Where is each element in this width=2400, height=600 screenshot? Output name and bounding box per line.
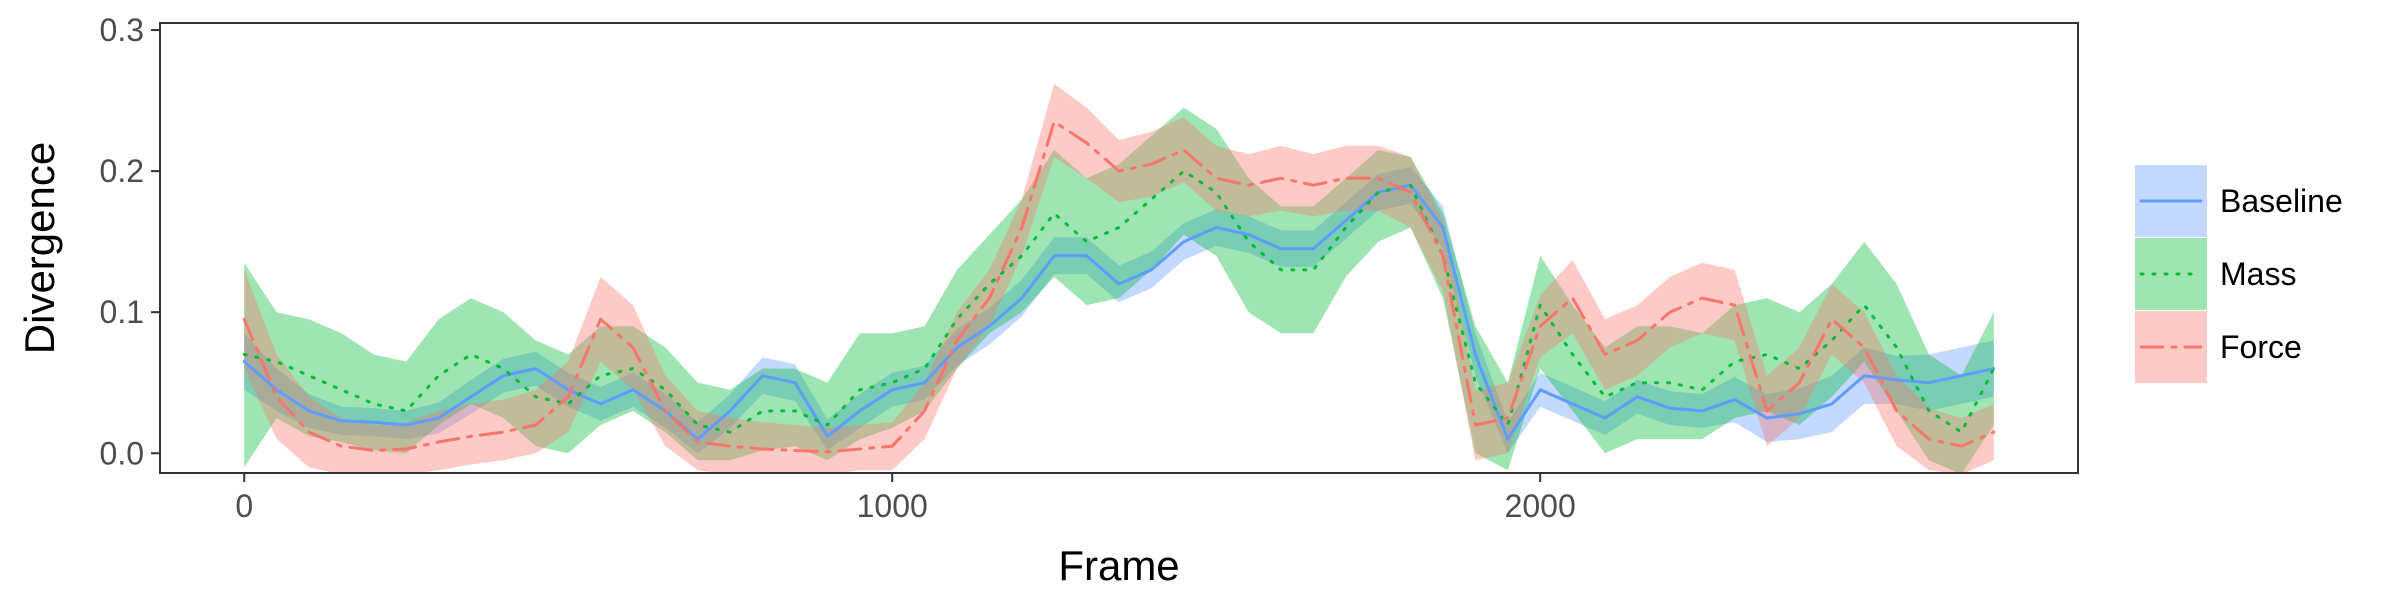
confidence-bands — [244, 83, 1994, 473]
plot-panel-border — [159, 22, 2079, 474]
force-series-line — [242, 120, 1996, 454]
legend-label-baseline: Baseline — [2220, 183, 2343, 219]
series-lines — [242, 120, 1996, 454]
y-tick-label: 0.3 — [100, 12, 144, 48]
x-tick-label: 0 — [235, 488, 253, 524]
mass-series-line — [242, 169, 1996, 434]
y-tick-label: 0.2 — [100, 153, 144, 189]
y-tick-label: 0.1 — [100, 294, 144, 330]
y-axis: 0.0 0.1 0.2 0.3 — [100, 12, 160, 471]
x-axis: 0 1000 2000 — [235, 473, 1576, 524]
y-axis-title: Divergence — [16, 142, 63, 354]
legend-label-mass: Mass — [2220, 256, 2296, 292]
baseline-series-line — [242, 183, 1996, 441]
mass-confidence-band — [244, 107, 1994, 473]
force-confidence-band — [244, 83, 1994, 473]
x-tick-label: 1000 — [857, 488, 928, 524]
legend-label-force: Force — [2220, 329, 2302, 365]
x-tick-label: 2000 — [1505, 488, 1576, 524]
legend-key-mass — [2135, 238, 2207, 310]
baseline-confidence-band — [244, 166, 1994, 454]
legend: Baseline Mass Force — [2135, 165, 2343, 383]
x-axis-title: Frame — [1058, 542, 1179, 589]
y-tick-label: 0.0 — [100, 435, 144, 471]
